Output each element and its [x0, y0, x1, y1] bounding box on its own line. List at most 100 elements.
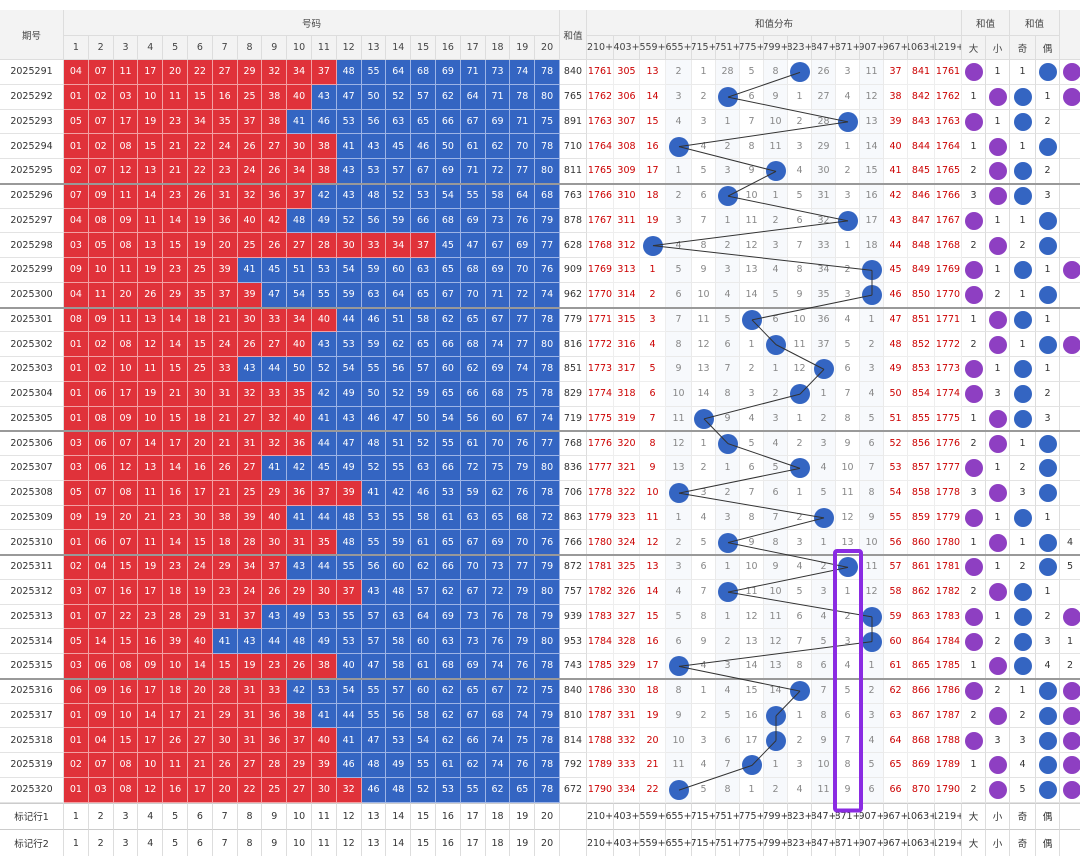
footer-distribution-cell: 967+	[884, 829, 908, 856]
distribution-cell: 1766	[587, 183, 614, 209]
footer-number-cell: 18	[485, 802, 511, 830]
number-cell: 43	[262, 604, 288, 630]
number-cell: 03	[64, 233, 89, 258]
footer-distribution-cell: 403+	[614, 829, 640, 856]
distribution-cell: 8	[716, 381, 740, 407]
distribution-cell: 841	[908, 60, 935, 85]
distribution-cell: 3	[860, 357, 884, 382]
number-cell: 76	[510, 480, 536, 506]
footer-number-cell: 2	[88, 829, 114, 856]
distribution-cell: 1790	[587, 777, 614, 803]
distribution-cell: 2	[740, 357, 764, 382]
footer-number-cell: 2	[88, 802, 114, 830]
number-cell: 11	[138, 208, 164, 234]
number-cell: 78	[535, 480, 560, 506]
big-small-cell: 1	[986, 604, 1010, 630]
sum-distribution-ball	[669, 483, 689, 504]
big-small-cell: 1	[962, 406, 986, 432]
number-cell: 51	[386, 431, 412, 456]
number-cell: 60	[411, 629, 436, 654]
number-cell: 32	[237, 381, 263, 407]
number-cell: 80	[535, 332, 560, 357]
footer-distribution-cell: 823+	[788, 829, 812, 856]
number-cell: 74	[510, 703, 536, 729]
number-cell: 48	[336, 505, 362, 531]
distribution-cell: 9	[740, 530, 764, 555]
number-cell: 03	[113, 84, 139, 110]
distribution-cell: 1	[666, 505, 692, 531]
distribution-cell: 11	[692, 307, 716, 333]
distribution-cell: 7	[788, 233, 812, 258]
number-cell: 11	[163, 753, 188, 778]
number-cell: 33	[212, 357, 238, 382]
extra-header	[1060, 10, 1080, 60]
number-cell: 38	[312, 654, 337, 679]
number-cell: 49	[386, 753, 412, 778]
number-cell: 41	[312, 406, 337, 432]
number-cell: 58	[386, 654, 412, 679]
number-cell: 43	[336, 183, 362, 209]
extra-cell	[1060, 208, 1080, 234]
number-cell: 39	[212, 258, 238, 283]
big-small-ball	[965, 63, 983, 82]
number-cell: 23	[212, 579, 238, 605]
number-cell: 42	[312, 381, 337, 407]
distribution-cell: 310	[614, 183, 640, 209]
distribution-cell: 19	[640, 208, 666, 234]
number-cell: 57	[411, 84, 436, 110]
period-cell: 2025296	[0, 183, 64, 209]
sum-cell: 909	[560, 258, 587, 283]
number-cell: 62	[460, 357, 486, 382]
number-cell: 06	[88, 654, 114, 679]
distribution-cell: 1768	[587, 233, 614, 258]
distribution-cell: 859	[908, 505, 935, 531]
number-cell: 23	[212, 159, 238, 184]
footer-tail-cell: 奇	[1010, 802, 1036, 830]
distribution-cell: 860	[908, 530, 935, 555]
distribution-cell: 852	[908, 332, 935, 357]
number-cell: 35	[312, 530, 337, 555]
distribution-cell: 1762	[935, 84, 962, 110]
footer-number-cell: 7	[212, 802, 238, 830]
footer-number-cell: 14	[386, 829, 412, 856]
number-cell: 07	[88, 480, 114, 506]
number-cell: 14	[163, 332, 188, 357]
number-cell: 44	[336, 307, 362, 333]
sum-cell: 743	[560, 654, 587, 679]
number-cell: 65	[411, 332, 436, 357]
number-cell: 67	[485, 307, 511, 333]
number-cell: 61	[436, 753, 461, 778]
odd-even-cell: 2	[1010, 703, 1036, 729]
distribution-cell: 6	[788, 604, 812, 630]
number-cell: 43	[237, 357, 263, 382]
distribution-cell: 1777	[935, 456, 962, 481]
extra-ball	[1063, 607, 1080, 626]
number-cell: 76	[510, 753, 536, 778]
footer-number-cell: 12	[336, 802, 362, 830]
period-cell: 2025308	[0, 480, 64, 506]
number-cell: 56	[460, 406, 486, 432]
number-cell: 65	[510, 777, 536, 803]
distribution-cell: 15	[640, 109, 666, 135]
number-cell: 76	[485, 629, 511, 654]
footer-number-cell: 9	[262, 802, 288, 830]
extra-cell	[1060, 307, 1080, 333]
distribution-cell: 12	[740, 604, 764, 630]
number-cell: 52	[312, 357, 337, 382]
number-cell: 08	[113, 233, 139, 258]
distribution-cell: 1	[764, 357, 788, 382]
odd-even-ball	[1014, 261, 1032, 280]
number-cell: 10	[138, 753, 164, 778]
number-cell: 71	[460, 60, 486, 85]
number-cell: 04	[64, 282, 89, 308]
number-cell: 73	[485, 555, 511, 580]
distribution-cell: 1763	[935, 109, 962, 135]
number-cell: 74	[485, 332, 511, 357]
distribution-cell: 8	[812, 703, 836, 729]
number-cell: 53	[361, 159, 387, 184]
number-cell: 41	[287, 109, 312, 135]
distribution-cell: 8	[788, 258, 812, 283]
footer-distribution-cell: 847+	[812, 829, 836, 856]
distribution-cell: 6	[640, 381, 666, 407]
